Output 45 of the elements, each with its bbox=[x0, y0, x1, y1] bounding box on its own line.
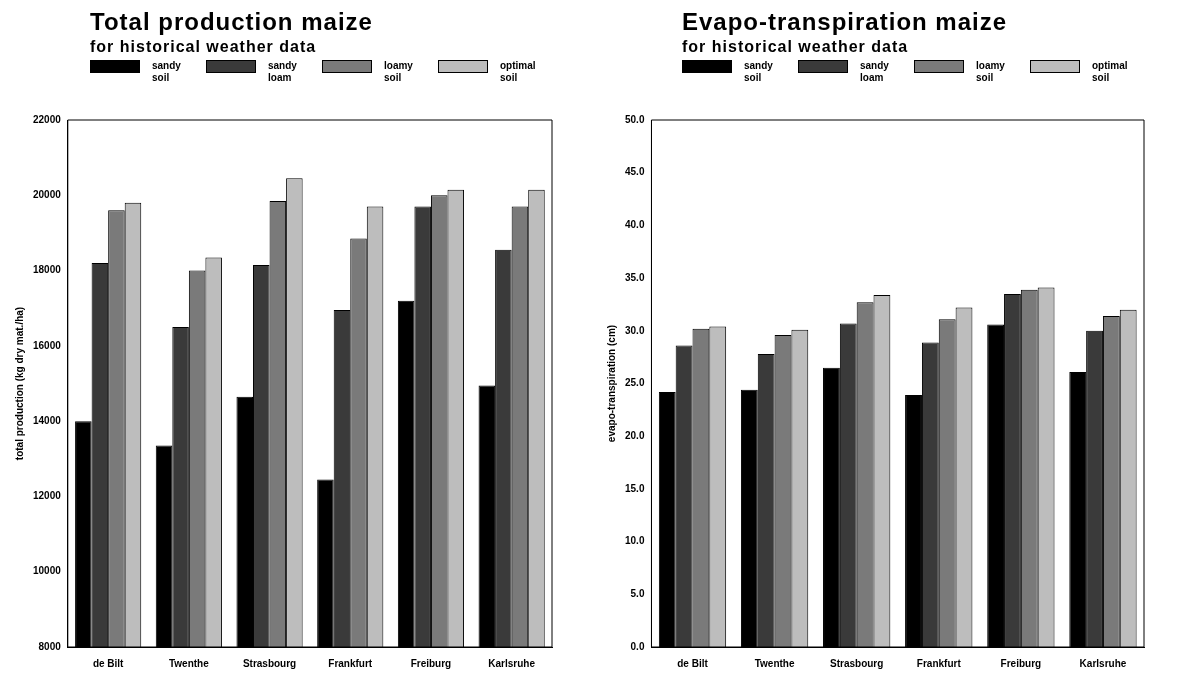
y-tick-label: 16000 bbox=[33, 339, 62, 351]
legend-label: loamy soil bbox=[976, 60, 1006, 84]
y-tick-label: 22000 bbox=[33, 113, 62, 125]
legend-label: optimal soil bbox=[500, 60, 537, 84]
legend-label: sandy soil bbox=[152, 60, 182, 84]
x-tick-label: Twenthe bbox=[754, 657, 795, 669]
legend-label: sandy loam bbox=[268, 60, 298, 84]
legend-label: loamy soil bbox=[384, 60, 414, 84]
chart-title: Total production maize bbox=[90, 8, 374, 36]
x-tick-label: Frankfurt bbox=[328, 657, 373, 669]
x-tick-label: Freiburg bbox=[410, 657, 452, 669]
x-tick-label: de Bilt bbox=[92, 657, 125, 669]
y-tick-label: 5.0 bbox=[630, 588, 645, 600]
x-tick-label: Karlsruhe bbox=[488, 657, 536, 669]
x-tick-label: Frankfurt bbox=[916, 657, 962, 669]
y-axis-title: total production (kg dry mat./ha) bbox=[13, 306, 25, 461]
y-tick-label: 12000 bbox=[33, 490, 62, 502]
y-tick-label: 20000 bbox=[33, 189, 62, 201]
y-tick-label: 18000 bbox=[33, 264, 62, 276]
x-tick-label: Strasbourg bbox=[830, 657, 884, 669]
y-tick-label: 35.0 bbox=[624, 271, 645, 283]
y-tick-label: 30.0 bbox=[624, 324, 645, 336]
x-tick-label: Twenthe bbox=[168, 657, 210, 669]
y-tick-label: 10.0 bbox=[624, 535, 645, 547]
y-tick-label: 14000 bbox=[33, 414, 62, 426]
y-tick-label: 45.0 bbox=[624, 166, 645, 178]
legend-label: sandy loam bbox=[860, 60, 890, 84]
y-tick-label: 25.0 bbox=[624, 377, 645, 389]
y-tick-label: 20.0 bbox=[624, 429, 645, 441]
chart-subtitle: for historical weather data bbox=[682, 38, 910, 56]
y-tick-label: 40.0 bbox=[624, 219, 645, 231]
y-axis-title: evapo-transpiration (cm) bbox=[605, 324, 617, 443]
x-tick-label: Freiburg bbox=[1000, 657, 1042, 669]
legend-label: sandy soil bbox=[744, 60, 774, 84]
x-tick-label: Karlsruhe bbox=[1079, 657, 1127, 669]
x-tick-label: de Bilt bbox=[677, 657, 709, 669]
chart-title: Evapo-transpiration maize bbox=[682, 8, 1009, 36]
x-tick-label: Strasbourg bbox=[242, 657, 297, 669]
y-tick-label: 10000 bbox=[33, 565, 62, 577]
y-tick-label: 0.0 bbox=[630, 640, 645, 652]
chart-subtitle: for historical weather data bbox=[90, 38, 318, 56]
y-tick-label: 8000 bbox=[38, 640, 62, 652]
legend-label: optimal soil bbox=[1092, 60, 1129, 84]
y-tick-label: 15.0 bbox=[624, 482, 645, 494]
y-tick-label: 50.0 bbox=[624, 113, 645, 125]
